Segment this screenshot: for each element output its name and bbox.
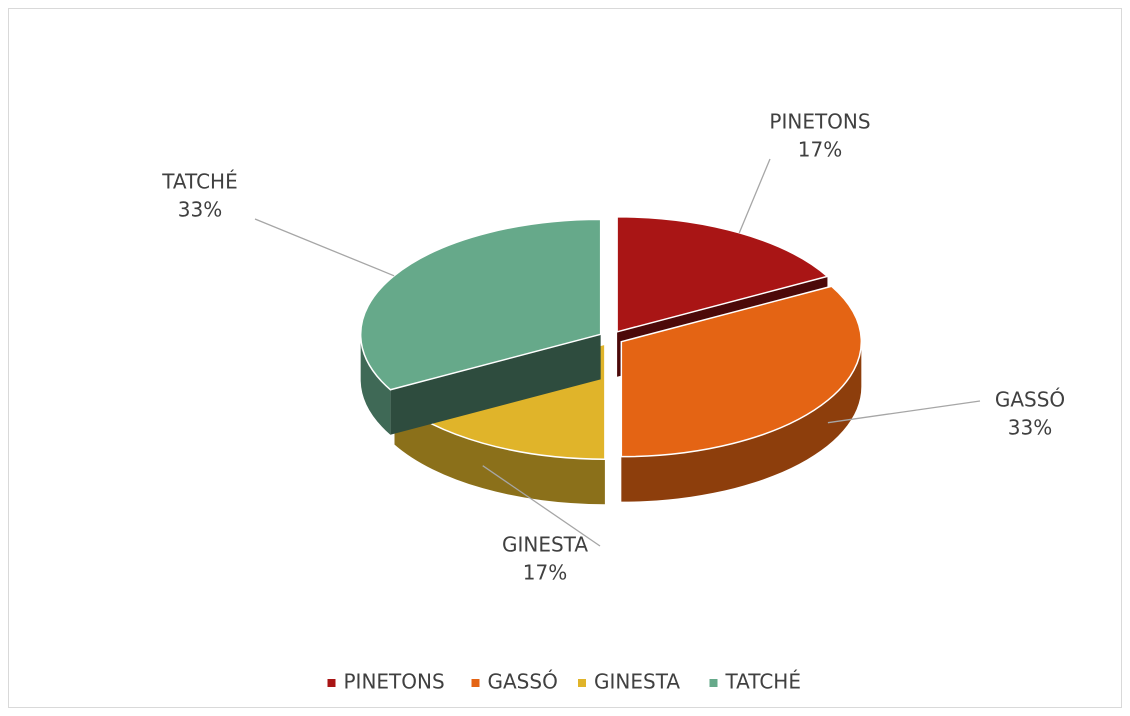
slice-side <box>621 341 862 502</box>
slice-top <box>616 216 829 333</box>
legend-label: GASSÓ <box>488 670 558 694</box>
legend-label: PINETONS <box>344 670 445 694</box>
pie-slice <box>359 218 602 435</box>
slice-side <box>394 399 605 505</box>
data-label-value: 33% <box>1008 416 1052 440</box>
data-label-value: 33% <box>178 198 222 222</box>
data-label-value: 17% <box>798 138 842 162</box>
data-label-value: 17% <box>523 561 567 585</box>
slice-side <box>360 334 391 435</box>
data-label-name: GINESTA <box>502 533 588 557</box>
leader-line <box>827 400 981 424</box>
data-label-name: GASSÓ <box>995 388 1065 412</box>
leader-line <box>738 158 771 234</box>
legend-label: GINESTA <box>594 670 680 694</box>
data-label-name: PINETONS <box>769 110 870 134</box>
slice-top <box>620 285 863 458</box>
slice-wall <box>390 334 601 435</box>
leader-line <box>482 465 601 547</box>
legend-swatch <box>471 679 480 687</box>
legend-swatch <box>578 679 586 687</box>
legend-swatch <box>327 679 336 687</box>
pie-slice <box>620 285 863 502</box>
data-label-name: TATCHÉ <box>161 170 237 194</box>
slice-top <box>359 218 602 391</box>
legend-swatch <box>709 679 718 687</box>
legend-label: TATCHÉ <box>725 670 801 694</box>
leader-line <box>254 218 395 277</box>
